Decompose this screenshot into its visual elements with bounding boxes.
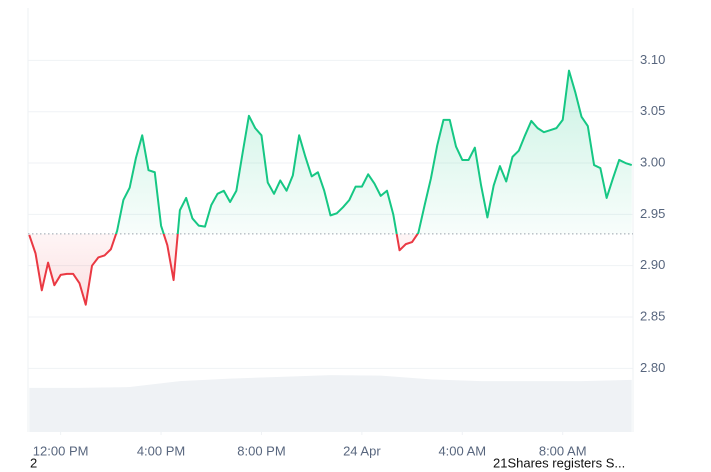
x-tick-label: 8:00 AM [539, 443, 587, 458]
y-tick-label: 3.10 [640, 52, 665, 67]
footer-right: 21Shares registers S... [493, 455, 625, 470]
volume-area [29, 375, 632, 432]
x-tick-label: 24 Apr [343, 443, 381, 458]
y-tick-label: 3.05 [640, 103, 665, 118]
x-tick-label: 4:00 PM [137, 443, 185, 458]
x-tick-label: 12:00 PM [33, 443, 89, 458]
y-tick-label: 2.80 [640, 360, 665, 375]
price-area [29, 70, 632, 305]
x-tick-label: 4:00 AM [438, 443, 486, 458]
y-tick-label: 2.90 [640, 257, 665, 272]
y-tick-label: 2.95 [640, 206, 665, 221]
price-line [28, 69, 633, 306]
y-tick-label: 3.00 [640, 154, 665, 169]
x-tick-label: 8:00 PM [237, 443, 285, 458]
footer-left: 2 [30, 455, 37, 470]
y-tick-label: 2.85 [640, 308, 665, 323]
